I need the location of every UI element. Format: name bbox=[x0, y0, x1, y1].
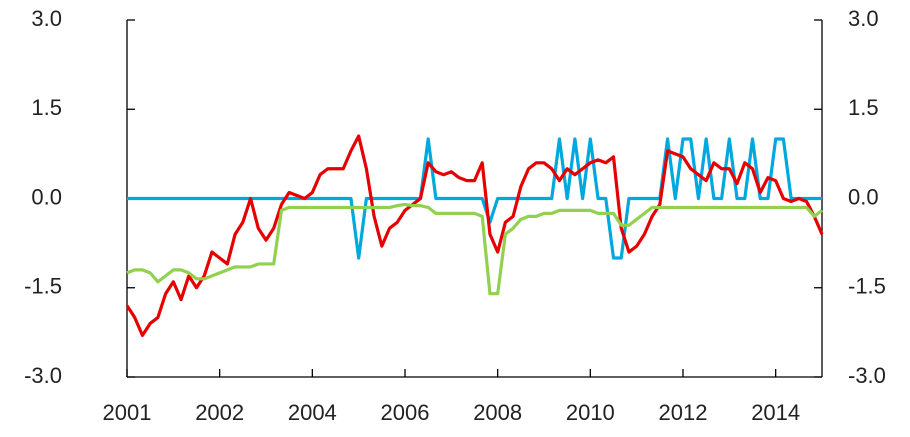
x-tick-label: 2012 bbox=[659, 400, 708, 425]
y-tick-label: -3.0 bbox=[24, 363, 62, 388]
x-tick-label: 2010 bbox=[566, 400, 615, 425]
series-line bbox=[127, 137, 822, 260]
y-tick-label: -1.5 bbox=[24, 274, 62, 299]
x-tick-label: 2002 bbox=[195, 400, 244, 425]
x-tick-label: 2014 bbox=[751, 400, 800, 425]
y-tick-label: 0.0 bbox=[31, 184, 62, 209]
y2-tick-label: 0.0 bbox=[848, 184, 879, 209]
x-tick-label: 2008 bbox=[473, 400, 522, 425]
y2-tick-label: -3.0 bbox=[848, 363, 886, 388]
y2-tick-label: -1.5 bbox=[848, 274, 886, 299]
series-line bbox=[125, 134, 824, 337]
x-tick-label: 2006 bbox=[381, 400, 430, 425]
x-tick-label: 2001 bbox=[103, 400, 152, 425]
y-tick-label: 1.5 bbox=[31, 95, 62, 120]
y2-tick-label: 3.0 bbox=[848, 6, 879, 31]
y-tick-label: 3.0 bbox=[31, 6, 62, 31]
y2-tick-label: 1.5 bbox=[848, 95, 879, 120]
series-line bbox=[126, 202, 823, 296]
x-tick-label: 2004 bbox=[288, 400, 337, 425]
